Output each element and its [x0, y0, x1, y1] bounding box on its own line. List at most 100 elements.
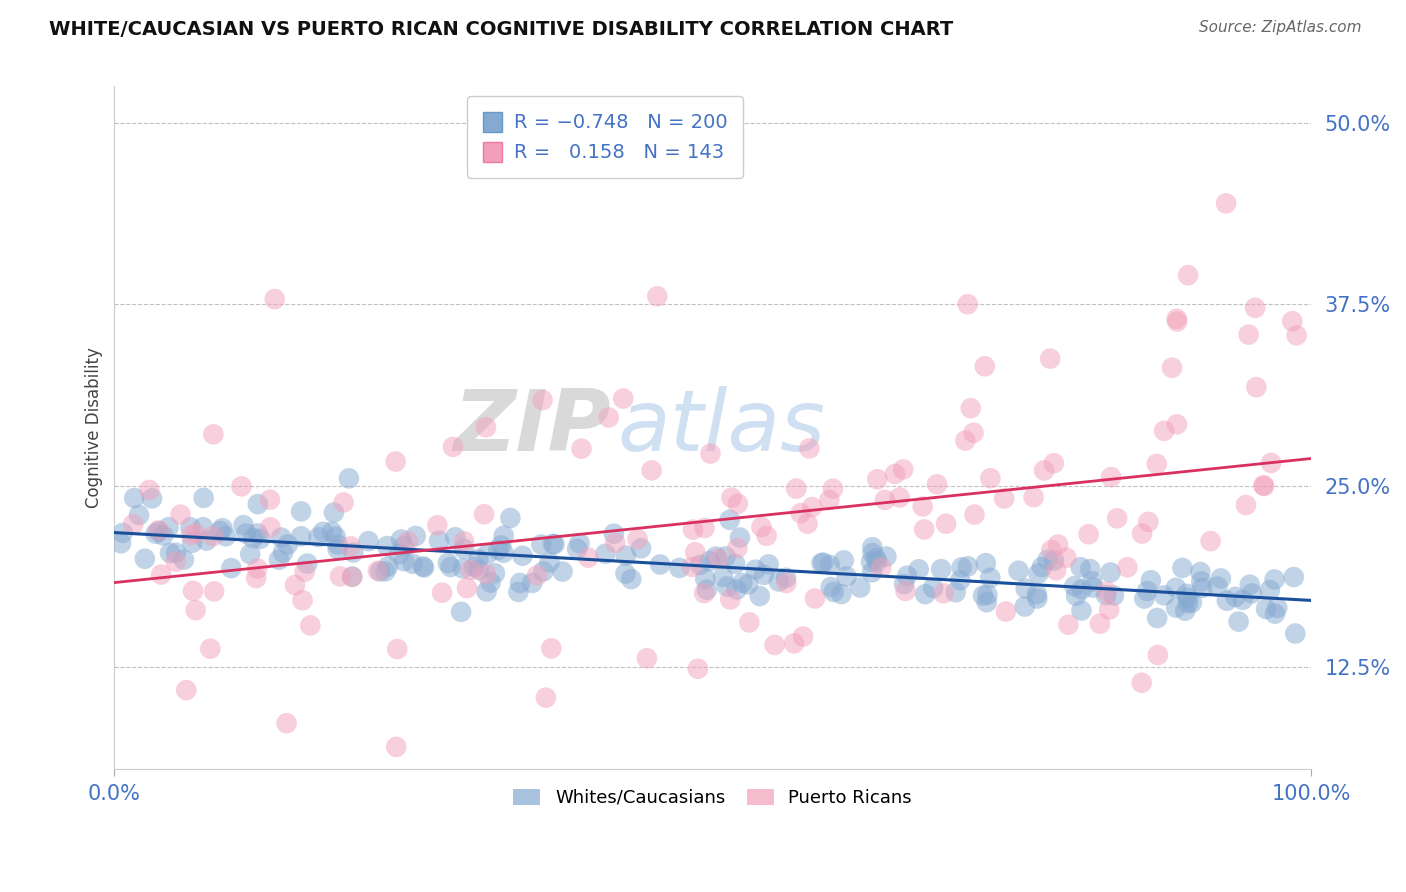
Point [543, 537, 565, 551]
Point [1098, 602, 1121, 616]
Point [1077, 527, 1099, 541]
Point [451, 561, 474, 575]
Point [1166, 311, 1188, 326]
Point [499, 511, 522, 525]
Point [209, 524, 232, 538]
Point [922, 581, 945, 595]
Point [294, 565, 316, 579]
Point [894, 583, 917, 598]
Point [682, 523, 704, 537]
Point [179, 520, 201, 534]
Point [128, 508, 150, 522]
Point [699, 446, 721, 460]
Point [388, 547, 411, 561]
Point [1095, 588, 1118, 602]
Point [1175, 587, 1198, 601]
Point [707, 551, 730, 566]
Point [799, 442, 821, 456]
Point [540, 641, 562, 656]
Point [725, 582, 748, 597]
Point [530, 537, 553, 551]
Point [979, 471, 1001, 485]
Point [181, 536, 204, 550]
Point [1033, 463, 1056, 477]
Point [235, 526, 257, 541]
Text: atlas: atlas [617, 386, 825, 469]
Point [738, 615, 761, 630]
Point [326, 542, 349, 557]
Point [1039, 351, 1062, 366]
Point [1137, 515, 1160, 529]
Point [299, 618, 322, 632]
Text: ZIP: ZIP [453, 386, 612, 469]
Point [270, 531, 292, 545]
Point [801, 500, 824, 514]
Point [1045, 563, 1067, 577]
Point [737, 577, 759, 591]
Point [551, 565, 574, 579]
Point [1031, 560, 1053, 574]
Point [962, 425, 984, 440]
Point [1189, 574, 1212, 589]
Point [1177, 596, 1199, 610]
Point [567, 541, 589, 556]
Point [460, 563, 482, 577]
Point [1088, 616, 1111, 631]
Point [630, 541, 652, 556]
Point [693, 586, 716, 600]
Point [531, 393, 554, 408]
Point [1260, 456, 1282, 470]
Point [813, 556, 835, 570]
Point [531, 565, 554, 579]
Point [276, 716, 298, 731]
Point [453, 534, 475, 549]
Point [1240, 586, 1263, 600]
Point [1246, 380, 1268, 394]
Point [173, 552, 195, 566]
Point [1265, 600, 1288, 615]
Point [357, 534, 380, 549]
Point [835, 569, 858, 583]
Point [976, 595, 998, 609]
Point [538, 555, 561, 569]
Point [325, 530, 347, 544]
Point [259, 492, 281, 507]
Point [377, 559, 399, 574]
Point [912, 523, 935, 537]
Point [865, 551, 887, 566]
Point [1282, 570, 1305, 584]
Point [522, 575, 544, 590]
Point [259, 520, 281, 534]
Point [184, 603, 207, 617]
Point [718, 592, 741, 607]
Point [758, 558, 780, 572]
Point [783, 636, 806, 650]
Point [165, 555, 187, 569]
Point [245, 571, 267, 585]
Point [389, 533, 412, 547]
Point [775, 576, 797, 591]
Point [1102, 589, 1125, 603]
Point [1227, 615, 1250, 629]
Point [492, 529, 515, 543]
Point [534, 690, 557, 705]
Point [174, 683, 197, 698]
Point [441, 440, 464, 454]
Point [693, 521, 716, 535]
Point [956, 297, 979, 311]
Point [141, 491, 163, 506]
Point [830, 587, 852, 601]
Point [321, 524, 343, 539]
Point [768, 574, 790, 589]
Point [744, 563, 766, 577]
Point [821, 482, 844, 496]
Point [640, 463, 662, 477]
Point [963, 508, 986, 522]
Point [1147, 648, 1170, 662]
Point [134, 551, 156, 566]
Point [728, 531, 751, 545]
Point [650, 558, 672, 572]
Point [1136, 584, 1159, 599]
Point [1181, 596, 1204, 610]
Point [412, 559, 434, 574]
